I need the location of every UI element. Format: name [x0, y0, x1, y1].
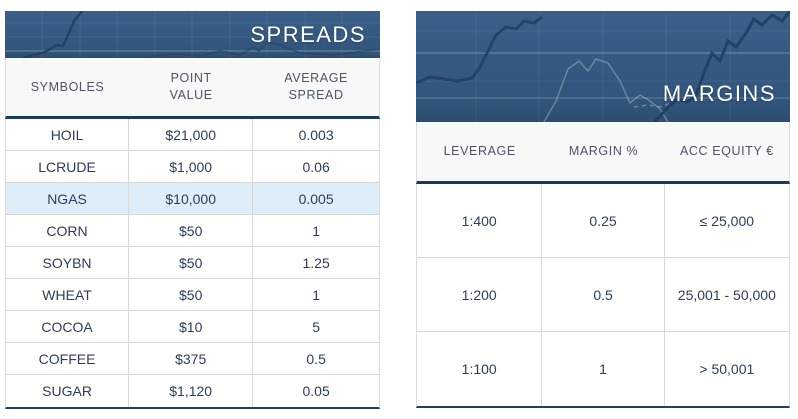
- spreads-column-headers: SYMBOLES POINT VALUE AVERAGE SPREAD: [5, 58, 380, 119]
- table-row: 1:200 0.5 25,001 - 50,000: [417, 258, 789, 332]
- margins-rows: 1:400 0.25 ≤ 25,000 1:200 0.5 25,001 - 5…: [416, 184, 790, 408]
- table-row: NGAS $10,000 0.005: [6, 183, 379, 215]
- spreads-title: SPREADS: [250, 21, 366, 47]
- symbol-cell: COFFEE: [6, 343, 130, 374]
- average-spread-cell: 1.25: [302, 254, 330, 271]
- margins-column-headers: LEVERAGE MARGIN % ACC EQUITY €: [416, 122, 790, 184]
- symbol-cell: HOIL: [6, 119, 130, 150]
- point-value-cell: $375: [129, 343, 254, 374]
- average-spread-cell: 1: [312, 286, 321, 303]
- table-row: 1:400 0.25 ≤ 25,000: [417, 184, 789, 258]
- column-header-symboles: SYMBOLES: [30, 79, 105, 94]
- symbol-cell: SOYBN: [6, 247, 130, 278]
- leverage-cell: 1:400: [417, 184, 543, 257]
- margins-banner: MARGINS: [416, 11, 790, 122]
- acc-equity-cell: > 50,001: [699, 361, 755, 377]
- average-spread-cell: 0.003: [298, 126, 334, 143]
- leverage-cell: 1:200: [417, 258, 543, 331]
- column-header-average-spread: AVERAGE SPREAD: [284, 71, 348, 102]
- symbol-cell: SUGAR: [6, 375, 130, 407]
- symbol-cell: NGAS: [6, 183, 130, 214]
- point-value-cell: $50: [129, 279, 254, 310]
- acc-equity-cell: 25,001 - 50,000: [677, 286, 776, 303]
- average-spread-cell: 0.005: [298, 190, 334, 207]
- column-header-leverage: LEVERAGE: [443, 144, 516, 159]
- column-header-point-value: POINT VALUE: [169, 71, 213, 102]
- acc-equity-cell: ≤ 25,000: [699, 212, 755, 229]
- table-row: HOIL $21,000 0.003: [6, 119, 379, 151]
- margins-title: MARGINS: [662, 81, 776, 106]
- spreads-table: SPREADS SYMBOLES POINT VALUE AVERAGE SPR…: [5, 11, 380, 409]
- chart-graphic-icon: [5, 11, 380, 58]
- leverage-cell: 1:100: [417, 332, 543, 406]
- average-spread-cell: 0.5: [306, 350, 326, 367]
- point-value-cell: $50: [129, 247, 254, 278]
- point-value-cell: $50: [129, 215, 254, 246]
- symbol-cell: COCOA: [6, 311, 130, 342]
- average-spread-cell: 0.05: [302, 383, 330, 399]
- point-value-cell: $1,000: [129, 151, 254, 182]
- spreads-rows: HOIL $21,000 0.003 LCRUDE $1,000 0.06 NG…: [5, 119, 380, 409]
- average-spread-cell: 0.06: [302, 158, 330, 175]
- table-row: COCOA $10 5: [6, 311, 379, 343]
- table-row: SOYBN $50 1.25: [6, 247, 379, 279]
- table-row: WHEAT $50 1: [6, 279, 379, 311]
- spreads-banner: SPREADS: [5, 11, 380, 58]
- column-header-acc-equity: ACC EQUITY €: [679, 144, 774, 159]
- point-value-cell: $21,000: [129, 119, 254, 150]
- table-row: LCRUDE $1,000 0.06: [6, 151, 379, 183]
- margins-table: MARGINS LEVERAGE MARGIN % ACC EQUITY € 1…: [416, 11, 790, 408]
- average-spread-cell: 5: [312, 318, 321, 335]
- point-value-cell: $10,000: [129, 183, 254, 214]
- symbol-cell: CORN: [6, 215, 130, 246]
- point-value-cell: $1,120: [129, 375, 254, 407]
- symbol-cell: LCRUDE: [6, 151, 130, 182]
- margin-pct-cell: 1: [542, 332, 665, 406]
- column-header-margin-pct: MARGIN %: [568, 144, 639, 159]
- point-value-cell: $10: [129, 311, 254, 342]
- chart-graphic-icon: [416, 11, 790, 122]
- table-row: CORN $50 1: [6, 215, 379, 247]
- margin-pct-cell: 0.5: [542, 258, 665, 331]
- table-row: 1:100 1 > 50,001: [417, 332, 789, 406]
- average-spread-cell: 1: [312, 222, 321, 239]
- symbol-cell: WHEAT: [6, 279, 130, 310]
- margin-pct-cell: 0.25: [542, 184, 665, 257]
- table-row: COFFEE $375 0.5: [6, 343, 379, 375]
- table-row: SUGAR $1,120 0.05: [6, 375, 379, 407]
